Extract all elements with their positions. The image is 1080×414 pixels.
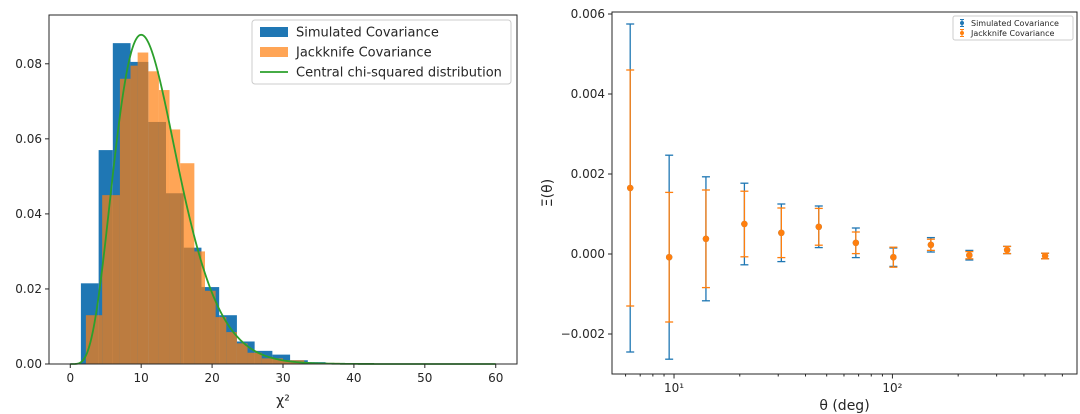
jackknife-histogram-bar [102, 195, 120, 364]
y-axis-label: Ξ(θ) [540, 179, 556, 207]
jackknife-histogram-bar [261, 358, 283, 364]
jackknife-histogram-bar [158, 90, 170, 364]
legend-label: Central chi-squared distribution [296, 66, 502, 81]
jackknife-histogram-bar [169, 129, 181, 364]
jackknife-point [1003, 246, 1011, 254]
jackknife-point [852, 239, 860, 246]
jackknife-histogram-bar [194, 251, 205, 364]
jackknife-histogram-bar [85, 315, 103, 364]
jackknife-point [741, 220, 748, 228]
y-tick-label: 0.04 [15, 207, 42, 221]
x-tick-label: 30 [275, 371, 290, 385]
legend-label: Jackknife Covariance [295, 46, 432, 61]
jackknife-histogram-bar [180, 163, 195, 364]
jackknife-errorbars [626, 69, 1050, 323]
x-axis-label: θ (deg) [819, 398, 869, 414]
legend-swatch [260, 47, 288, 57]
jackknife-point [627, 184, 634, 192]
x-tick-label: 20 [204, 371, 219, 385]
jackknife-point [1041, 252, 1049, 260]
y-tick-label: −0.002 [561, 327, 605, 341]
jackknife-point [815, 223, 822, 230]
y-tick-label: 0.000 [571, 247, 605, 261]
jackknife-histogram-bar [119, 78, 131, 364]
jackknife-histogram-bars [85, 52, 340, 365]
legend-swatch [260, 27, 288, 37]
histogram-legend: Simulated Covariance Jackknife Covariance… [251, 19, 512, 85]
y-tick-label: 0.006 [571, 7, 605, 21]
x-tick-label: 10 [134, 371, 149, 385]
legend-label: Simulated Covariance [971, 19, 1059, 28]
jackknife-histogram-bar [215, 317, 227, 364]
legend-label: Simulated Covariance [296, 26, 439, 41]
jackknife-point [778, 229, 785, 236]
x-tick-label: 10¹ [664, 381, 684, 395]
jackknife-point [890, 254, 897, 261]
histogram-panel: 0 10 20 30 40 50 60 0.00 0.02 0.04 0.06 0.08 χ² Simul… [15, 14, 518, 409]
jackknife-point [665, 254, 673, 261]
x-tick-label: 10² [882, 381, 902, 395]
jackknife-point [966, 252, 973, 259]
x-tick-label: 60 [488, 371, 503, 385]
jackknife-histogram-bar [236, 343, 248, 364]
y-tick-label: 0.004 [571, 87, 605, 101]
jackknife-point [927, 241, 935, 248]
y-tick-label: 0.06 [15, 132, 42, 146]
legend-label: Jackknife Covariance [970, 29, 1055, 38]
jackknife-histogram-bar [247, 352, 262, 364]
legend-swatch [960, 31, 964, 35]
jackknife-histogram-bar [148, 71, 159, 365]
x-tick-label: 50 [417, 371, 432, 385]
y-tick-label: 0.08 [15, 57, 42, 71]
legend-box [251, 19, 512, 85]
jackknife-point [702, 235, 710, 242]
simulated-errorbars [626, 23, 1050, 360]
y-tick-label: 0.00 [15, 357, 42, 371]
y-tick-label: 0.002 [571, 167, 605, 181]
y-tick-label: 0.02 [15, 282, 42, 296]
jackknife-histogram-bar [226, 332, 237, 364]
jackknife-histogram-bar [205, 290, 216, 364]
legend-box [952, 15, 1074, 41]
errorbar-plot-frame [611, 11, 1078, 375]
legend-swatch [960, 21, 964, 25]
x-axis-label: χ² [276, 393, 290, 409]
x-tick-label: 0 [66, 371, 74, 385]
jackknife-histogram-bar [130, 65, 138, 365]
jackknife-histogram-bar [137, 52, 149, 364]
errorbar-panel: 10¹ 10² −0.002 0.000 0.002 0.004 0.006 θ (deg) Ξ… [540, 7, 1078, 414]
x-tick-label: 40 [346, 371, 361, 385]
